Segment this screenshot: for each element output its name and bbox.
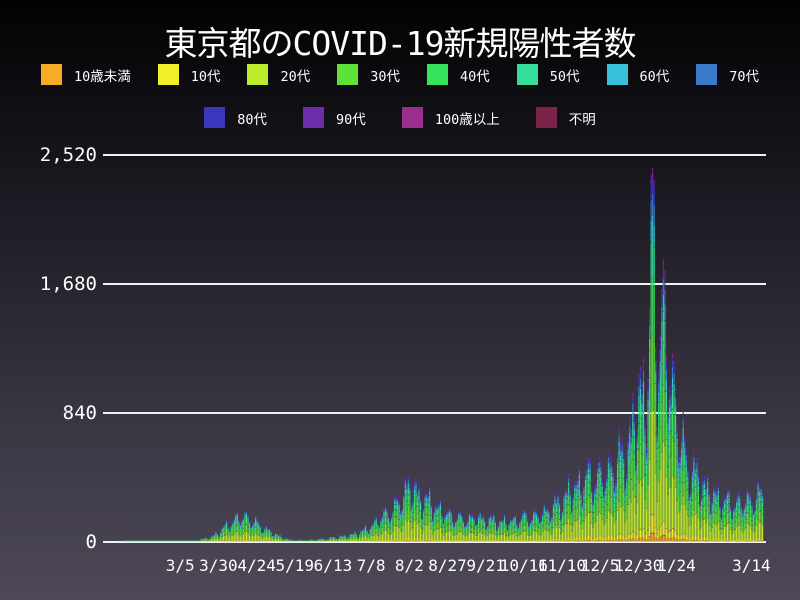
legend-swatch-90s (303, 107, 325, 128)
legend-item-unknown[interactable]: 不明 (535, 107, 596, 128)
y-tick-840: 840 (62, 402, 97, 424)
legend-item-90s[interactable]: 90代 (303, 107, 366, 128)
legend-item-10s[interactable]: 10代 (157, 64, 221, 85)
legend-item-70s[interactable]: 70代 (696, 64, 759, 85)
legend-swatch-30s (337, 64, 359, 85)
x-tick-9-21: 9/21 (466, 556, 505, 575)
legend-row-2: 80代 90代 100歳以上 不明 (0, 107, 800, 128)
legend-label-70s: 70代 (729, 68, 760, 85)
legend-label-40s: 40代 (460, 68, 490, 85)
legend-item-80s[interactable]: 80代 (204, 107, 267, 128)
legend-swatch-under-10 (40, 64, 62, 85)
x-tick-4-24: 4/24 (237, 556, 276, 575)
x-tick-6-13: 6/13 (313, 556, 353, 575)
legend-item-20s[interactable]: 20代 (247, 64, 310, 85)
x-tick-5-19: 5/19 (275, 556, 315, 575)
legend-swatch-70s (696, 64, 718, 85)
y-tick-0: 0 (85, 531, 97, 553)
legend-label-80s: 80代 (237, 111, 268, 128)
legend-label-60s: 60代 (639, 68, 670, 85)
legend-item-100-plus[interactable]: 100歳以上 (401, 107, 500, 128)
x-tick-3-30: 3/30 (199, 556, 238, 575)
legend-item-under-10[interactable]: 10歳未満 (40, 64, 131, 85)
legend-label-100-plus: 100歳以上 (434, 111, 500, 128)
legend-label-90s: 90代 (336, 111, 366, 128)
x-tick-12-5: 12/5 (580, 556, 620, 575)
y-tick-2520: 2,520 (39, 144, 97, 166)
x-tick-3-5: 3/5 (165, 556, 195, 575)
legend-swatch-20s (247, 64, 269, 85)
legend-swatch-80s (204, 107, 226, 128)
legend-row-1: 10歳未満 10代 20代 30代 40代 50代 60代 70代 (0, 64, 800, 85)
stacked-bars-canvas[interactable] (104, 150, 776, 550)
legend-swatch-10s (157, 64, 179, 85)
x-tick-8-27: 8/27 (428, 556, 467, 575)
x-tick-7-8: 7/8 (356, 556, 386, 575)
legend-swatch-60s (606, 64, 628, 85)
x-tick-1-24: 1/24 (657, 556, 696, 575)
legend-label-30s: 30代 (370, 68, 400, 85)
legend-label-50s: 50代 (549, 68, 580, 85)
legend-item-50s[interactable]: 50代 (516, 64, 580, 85)
legend-swatch-unknown (535, 107, 557, 128)
legend-item-60s[interactable]: 60代 (606, 64, 670, 85)
legend-item-30s[interactable]: 30代 (337, 64, 400, 85)
x-tick-10-16: 10/16 (499, 556, 548, 575)
y-tick-1680: 1,680 (39, 273, 97, 295)
legend-item-40s[interactable]: 40代 (427, 64, 490, 85)
x-tick-3-14: 3/14 (732, 556, 771, 575)
legend-label-10s: 10代 (190, 68, 221, 85)
legend-swatch-50s (516, 64, 538, 85)
chart-title: 東京都のCOVID-19新規陽性者数 (164, 24, 637, 63)
legend-swatch-40s (427, 64, 448, 85)
legend-swatch-100-plus (401, 107, 423, 128)
legend-label-unknown: 不明 (568, 111, 596, 128)
x-tick-11-10: 11/10 (537, 556, 587, 575)
x-tick-8-2: 8/2 (394, 556, 424, 575)
legend-label-under-10: 10歳未満 (73, 68, 131, 85)
legend-label-20s: 20代 (280, 68, 311, 85)
x-tick-12-30: 12/30 (614, 556, 663, 575)
